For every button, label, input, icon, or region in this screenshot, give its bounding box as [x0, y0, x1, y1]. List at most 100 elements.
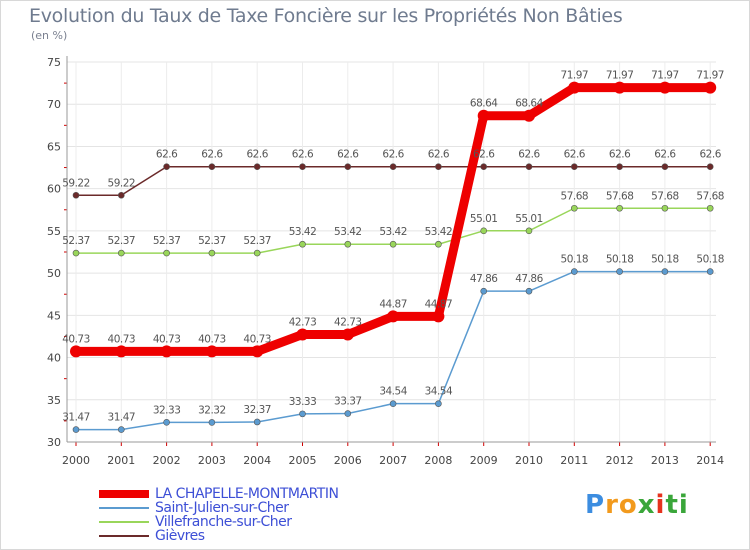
- data-label-saint-julien-sur-cher: 32.37: [243, 404, 271, 416]
- data-point-la-chapelle-montmartin: [658, 81, 671, 94]
- data-label-la-chapelle-montmartin: 71.97: [696, 70, 724, 82]
- data-label-villefranche-sur-cher: 52.37: [153, 235, 181, 247]
- data-label-la-chapelle-montmartin: 44.87: [425, 298, 453, 310]
- y-tick-label: 65: [47, 140, 61, 153]
- data-point-villefranche-sur-cher: [480, 227, 488, 235]
- logo-letter: o: [618, 490, 638, 520]
- data-point-saint-julien-sur-cher: [570, 268, 578, 275]
- data-point-gi-vres: [661, 163, 669, 171]
- data-label-gi-vres: 62.6: [247, 149, 269, 161]
- data-label-la-chapelle-montmartin: 44.87: [379, 298, 407, 310]
- data-label-villefranche-sur-cher: 53.42: [289, 226, 317, 238]
- y-tick-label: 35: [47, 394, 61, 407]
- data-label-saint-julien-sur-cher: 50.18: [606, 254, 634, 266]
- data-label-gi-vres: 62.6: [473, 149, 495, 161]
- data-point-villefranche-sur-cher: [344, 240, 352, 248]
- data-label-saint-julien-sur-cher: 47.86: [515, 273, 543, 285]
- data-label-saint-julien-sur-cher: 34.54: [379, 386, 407, 398]
- data-label-villefranche-sur-cher: 52.37: [108, 235, 136, 247]
- data-label-saint-julien-sur-cher: 31.47: [108, 412, 136, 424]
- data-label-gi-vres: 62.6: [609, 149, 631, 161]
- data-label-la-chapelle-montmartin: 42.73: [289, 317, 317, 329]
- data-label-saint-julien-sur-cher: 33.37: [334, 396, 362, 408]
- x-tick-label: 2009: [470, 454, 498, 467]
- data-label-villefranche-sur-cher: 52.37: [62, 235, 90, 247]
- data-label-villefranche-sur-cher: 57.68: [561, 190, 589, 202]
- x-tick-label: 2001: [107, 454, 135, 467]
- legend-swatch: [99, 521, 149, 523]
- data-point-gi-vres: [72, 191, 80, 199]
- data-label-la-chapelle-montmartin: 68.64: [470, 98, 498, 110]
- data-point-saint-julien-sur-cher: [480, 287, 488, 295]
- data-point-gi-vres: [163, 163, 170, 171]
- data-label-saint-julien-sur-cher: 32.32: [198, 404, 226, 416]
- x-tick-label: 2010: [515, 454, 543, 467]
- x-tick-label: 2014: [696, 454, 724, 467]
- x-tick-label: 2008: [424, 454, 452, 467]
- logo-letter: i: [678, 490, 689, 520]
- data-label-gi-vres: 62.6: [156, 149, 178, 161]
- data-label-villefranche-sur-cher: 53.42: [425, 226, 453, 238]
- data-point-la-chapelle-montmartin: [704, 81, 717, 94]
- data-point-gi-vres: [389, 163, 397, 171]
- data-label-la-chapelle-montmartin: 71.97: [561, 70, 589, 82]
- data-point-gi-vres: [208, 163, 216, 171]
- data-point-saint-julien-sur-cher: [389, 400, 397, 407]
- data-point-la-chapelle-montmartin: [387, 310, 400, 323]
- data-point-la-chapelle-montmartin: [115, 345, 128, 358]
- data-label-saint-julien-sur-cher: 32.33: [153, 404, 181, 416]
- logo-letter: i: [655, 490, 666, 520]
- data-label-gi-vres: 59.22: [62, 177, 90, 189]
- y-tick-label: 60: [47, 183, 61, 196]
- x-tick-label: 2002: [153, 454, 181, 467]
- data-point-villefranche-sur-cher: [389, 240, 397, 248]
- data-label-la-chapelle-montmartin: 40.73: [108, 333, 136, 345]
- data-label-la-chapelle-montmartin: 42.73: [334, 317, 362, 329]
- x-tick-label: 2012: [606, 454, 634, 467]
- x-tick-label: 2005: [289, 454, 317, 467]
- data-point-saint-julien-sur-cher: [616, 268, 623, 275]
- data-label-gi-vres: 59.22: [108, 177, 136, 189]
- x-tick-label: 2013: [651, 454, 679, 467]
- data-label-gi-vres: 62.6: [700, 149, 722, 161]
- data-point-villefranche-sur-cher: [208, 249, 216, 257]
- data-point-saint-julien-sur-cher: [344, 410, 352, 417]
- data-point-gi-vres: [435, 163, 442, 171]
- data-point-villefranche-sur-cher: [570, 204, 578, 212]
- logo-letter: r: [605, 490, 619, 520]
- data-point-villefranche-sur-cher: [616, 204, 623, 212]
- data-label-la-chapelle-montmartin: 71.97: [606, 70, 634, 82]
- legend-swatch: [99, 490, 149, 498]
- data-label-la-chapelle-montmartin: 71.97: [651, 70, 679, 82]
- data-point-saint-julien-sur-cher: [118, 426, 125, 433]
- data-point-la-chapelle-montmartin: [523, 109, 535, 122]
- logo-letter: x: [637, 490, 656, 520]
- data-label-la-chapelle-montmartin: 68.64: [515, 98, 543, 110]
- data-label-villefranche-sur-cher: 53.42: [334, 226, 362, 238]
- data-point-villefranche-sur-cher: [118, 249, 125, 257]
- data-label-la-chapelle-montmartin: 40.73: [62, 333, 90, 345]
- data-label-gi-vres: 62.6: [201, 149, 223, 161]
- y-tick-label: 70: [47, 98, 61, 111]
- legend-swatch: [99, 507, 149, 509]
- legend-label: LA CHAPELLE-MONTMARTIN: [155, 486, 339, 502]
- data-label-villefranche-sur-cher: 55.01: [515, 213, 543, 225]
- data-point-la-chapelle-montmartin: [341, 328, 354, 341]
- legend-label: Saint-Julien-sur-Cher: [155, 500, 289, 516]
- legend-label: Gièvres: [155, 528, 205, 544]
- data-label-saint-julien-sur-cher: 31.47: [62, 412, 90, 424]
- data-point-gi-vres: [525, 163, 533, 171]
- data-point-la-chapelle-montmartin: [613, 81, 626, 94]
- data-point-la-chapelle-montmartin: [251, 345, 264, 358]
- data-point-la-chapelle-montmartin: [70, 345, 82, 358]
- data-point-villefranche-sur-cher: [253, 249, 261, 257]
- data-label-gi-vres: 62.6: [428, 149, 450, 161]
- data-point-la-chapelle-montmartin: [477, 109, 490, 122]
- legend-label: Villefranche-sur-Cher: [155, 514, 292, 530]
- data-label-gi-vres: 62.6: [654, 149, 676, 161]
- data-label-villefranche-sur-cher: 53.42: [379, 226, 407, 238]
- data-label-villefranche-sur-cher: 57.68: [606, 190, 634, 202]
- y-tick-label: 75: [47, 56, 61, 69]
- x-tick-label: 2006: [334, 454, 362, 467]
- y-tick-label: 45: [47, 309, 61, 322]
